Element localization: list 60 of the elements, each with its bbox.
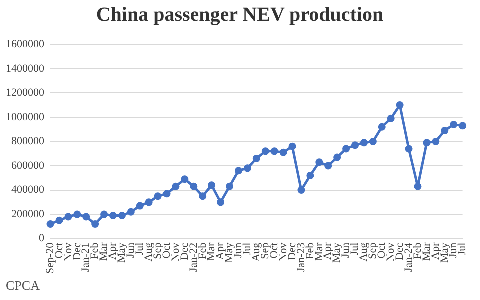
point [270,148,278,156]
y-tick-label: 1400000 [6,62,45,75]
point [342,145,350,153]
y-tick-label: 600000 [12,160,45,172]
point [396,102,404,110]
point [118,212,126,220]
y-tick-label: 400000 [12,184,45,196]
point [360,139,368,147]
y-tick-label: 200000 [12,208,45,220]
point [324,162,332,170]
point [459,122,467,130]
y-tick-label: 1600000 [6,38,45,50]
y-tick-label: 800000 [12,136,45,148]
point [298,186,306,194]
point [217,198,225,206]
point [414,182,422,190]
point [450,120,458,128]
point [262,148,270,156]
point [199,192,207,200]
point [244,164,252,172]
point [154,192,162,200]
point [280,148,288,156]
point [369,138,377,146]
point [334,154,342,162]
y-tick-label: 1200000 [6,87,45,100]
point [74,210,82,218]
x-tick-label: Feb [304,242,316,260]
point [441,127,449,135]
point [136,202,144,210]
point [46,220,54,228]
y-tick-label: 0 [39,232,45,245]
point [234,167,242,175]
point [226,182,234,190]
point [351,142,359,150]
point [181,176,189,184]
point [208,182,216,190]
point [405,145,413,153]
point [387,114,395,122]
point [109,212,117,220]
point [100,210,108,218]
point [288,142,296,150]
y-tick-label: 1000000 [6,111,45,124]
point [163,190,171,198]
point [252,154,260,162]
point [82,213,90,221]
point [172,182,180,190]
text: CPCA [6,278,40,294]
point [432,138,440,146]
point [190,182,198,190]
chart-title: China passenger NEV production [95,4,385,27]
point [145,198,153,206]
point [423,139,431,147]
point [64,213,72,221]
point [378,123,386,131]
point [92,220,100,228]
x-tick-label: Jul [456,242,469,256]
point [306,172,314,180]
point [127,208,135,216]
point [56,216,64,224]
point [316,158,324,166]
